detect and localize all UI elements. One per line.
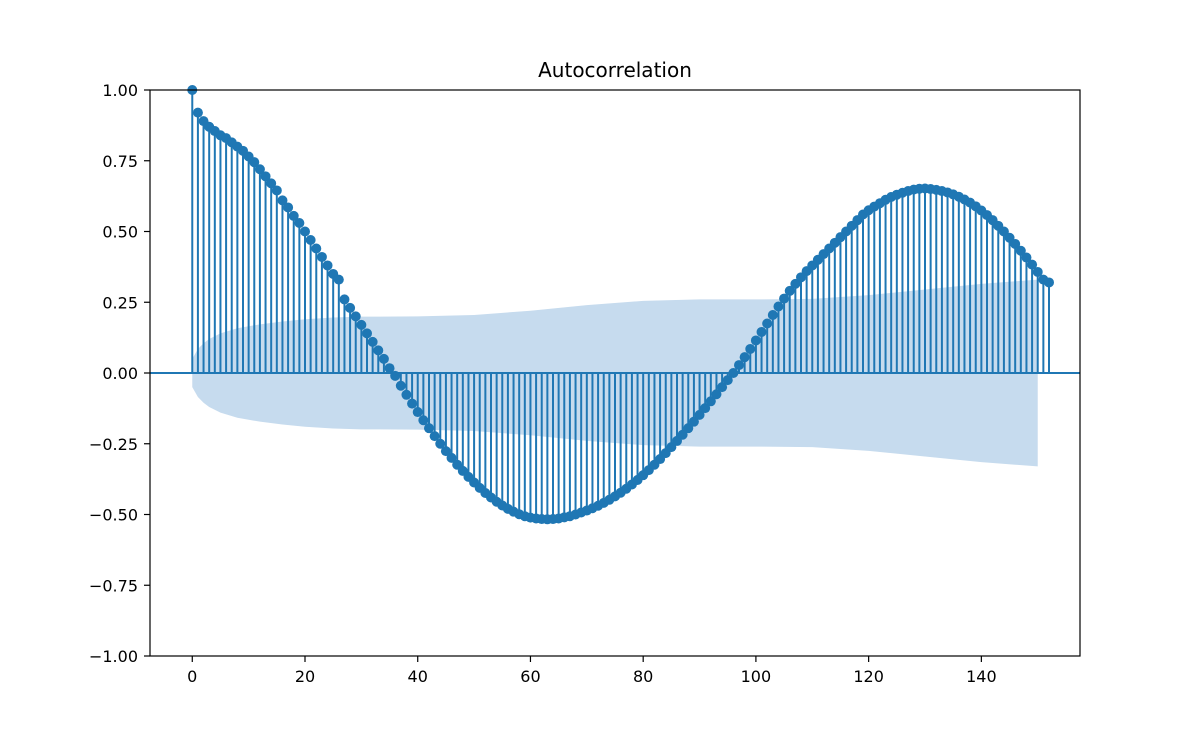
acf-point-149 [1027, 259, 1038, 270]
acf-point-102 [762, 318, 773, 329]
acf-point-45 [440, 446, 451, 457]
acf-point-32 [367, 336, 378, 347]
acf-point-27 [339, 294, 350, 305]
acf-point-91 [700, 403, 711, 414]
acf-point-100 [750, 335, 761, 346]
acf-point-150 [1032, 266, 1043, 277]
acf-point-92 [705, 396, 716, 407]
acf-point-23 [316, 251, 327, 262]
acf-point-46 [446, 452, 457, 463]
acf-point-21 [305, 234, 316, 245]
acf-point-20 [300, 226, 310, 237]
acf-point-104 [773, 301, 784, 312]
x-tick-label-100: 100 [741, 667, 772, 686]
acf-point-19 [294, 218, 305, 229]
acf-point-93 [711, 389, 722, 400]
y-tick-label-5: −0.25 [89, 435, 138, 454]
y-tick-label-7: −0.75 [89, 576, 138, 595]
acf-point-26 [333, 274, 344, 285]
acf-point-94 [717, 382, 728, 393]
acf-point-28 [345, 302, 356, 313]
stem-layer [191, 90, 1050, 520]
marker-layer [187, 85, 1054, 525]
x-tick-label-120: 120 [853, 667, 884, 686]
acf-point-101 [756, 326, 767, 337]
acf-point-148 [1021, 252, 1032, 263]
acf-point-147 [1015, 245, 1026, 256]
acf-point-88 [683, 423, 694, 434]
acf-point-98 [739, 352, 750, 363]
acf-point-37 [395, 380, 406, 391]
y-tick-label-4: 0.00 [102, 364, 138, 383]
acf-point-1 [192, 107, 203, 118]
x-tick-label-40: 40 [408, 667, 428, 686]
acf-point-106 [784, 285, 795, 296]
acf-point-89 [688, 416, 699, 427]
acf-point-29 [350, 311, 361, 322]
acf-point-17 [283, 202, 294, 213]
acf-point-90 [694, 409, 705, 420]
acf-point-11 [249, 157, 260, 168]
acf-point-87 [677, 429, 688, 440]
acf-point-15 [271, 185, 282, 196]
y-tick-label-2: 0.50 [102, 223, 138, 242]
acf-point-35 [384, 363, 395, 374]
acf-point-41 [418, 415, 429, 426]
acf-point-14 [266, 178, 277, 189]
acf-point-16 [277, 195, 288, 206]
acf-point-97 [734, 360, 744, 371]
x-tick-label-140: 140 [966, 667, 997, 686]
acf-point-105 [779, 293, 790, 304]
acf-point-39 [407, 398, 418, 409]
y-tick-label-6: −0.50 [89, 506, 138, 525]
acf-point-95 [722, 375, 733, 386]
x-tick-label-0: 0 [187, 667, 197, 686]
acf-point-22 [311, 243, 322, 254]
x-tick-label-60: 60 [520, 667, 540, 686]
acf-point-13 [260, 171, 271, 182]
acf-point-18 [288, 210, 299, 221]
acf-point-12 [254, 164, 265, 175]
x-tick-label-80: 80 [633, 667, 653, 686]
acf-point-44 [435, 438, 446, 449]
y-tick-label-0: 1.00 [102, 81, 138, 100]
acf-point-34 [378, 353, 389, 364]
acf-point-152 [1044, 277, 1054, 288]
acf-point-24 [322, 260, 333, 271]
chart-title: Autocorrelation [538, 58, 692, 82]
y-tick-label-1: 0.75 [102, 152, 138, 171]
acf-point-40 [412, 407, 423, 418]
acf-point-107 [790, 278, 801, 289]
acf-point-146 [1010, 238, 1021, 249]
acf-point-33 [373, 345, 384, 356]
axes-layer: 0 20 40 60 80 100 120 140 1.00 0.75 0.50 0.25 0.00 −0… [89, 81, 1081, 686]
y-tick-label-8: −1.00 [89, 647, 138, 666]
acf-point-38 [401, 389, 412, 400]
acf-point-42 [424, 423, 434, 434]
x-tick-label-20: 20 [295, 667, 315, 686]
acf-point-31 [362, 328, 372, 339]
acf-point-99 [745, 343, 756, 354]
acf-point-103 [767, 309, 778, 320]
acf-point-30 [356, 319, 367, 330]
acf-point-43 [429, 431, 440, 442]
y-tick-label-3: 0.25 [102, 293, 138, 312]
